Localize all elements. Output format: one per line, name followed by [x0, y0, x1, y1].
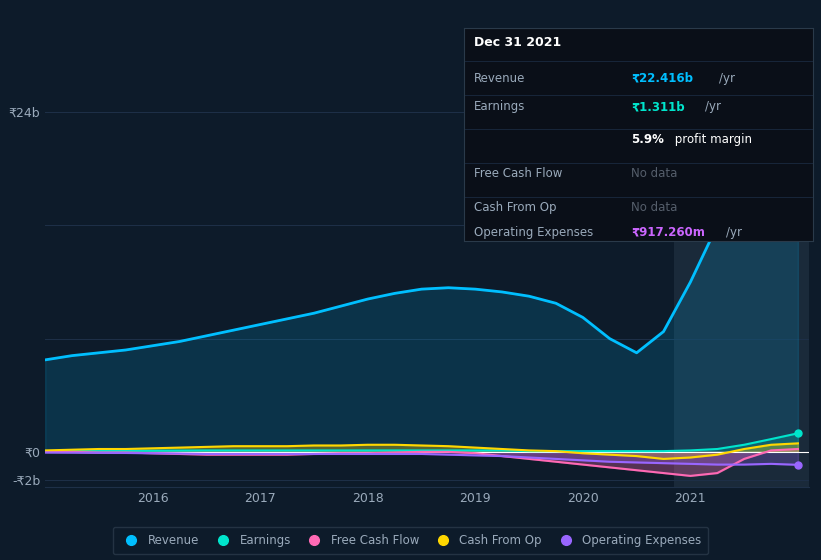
Text: profit margin: profit margin	[672, 133, 753, 146]
Text: Free Cash Flow: Free Cash Flow	[475, 167, 562, 180]
Text: /yr: /yr	[704, 100, 721, 113]
Text: No data: No data	[631, 167, 677, 180]
Text: ₹917.260m: ₹917.260m	[631, 226, 705, 239]
Text: Cash From Op: Cash From Op	[475, 201, 557, 214]
Text: /yr: /yr	[718, 72, 735, 85]
Text: Earnings: Earnings	[475, 100, 525, 113]
Text: ₹22.416b: ₹22.416b	[631, 72, 694, 85]
Text: Operating Expenses: Operating Expenses	[475, 226, 594, 239]
Text: /yr: /yr	[726, 226, 741, 239]
Text: Dec 31 2021: Dec 31 2021	[475, 36, 562, 49]
Text: 5.9%: 5.9%	[631, 133, 664, 146]
Bar	[674, 84, 809, 487]
Text: Revenue: Revenue	[475, 72, 525, 85]
Text: ₹1.311b: ₹1.311b	[631, 100, 685, 113]
Text: No data: No data	[631, 201, 677, 214]
Legend: Revenue, Earnings, Free Cash Flow, Cash From Op, Operating Expenses: Revenue, Earnings, Free Cash Flow, Cash …	[112, 527, 709, 554]
